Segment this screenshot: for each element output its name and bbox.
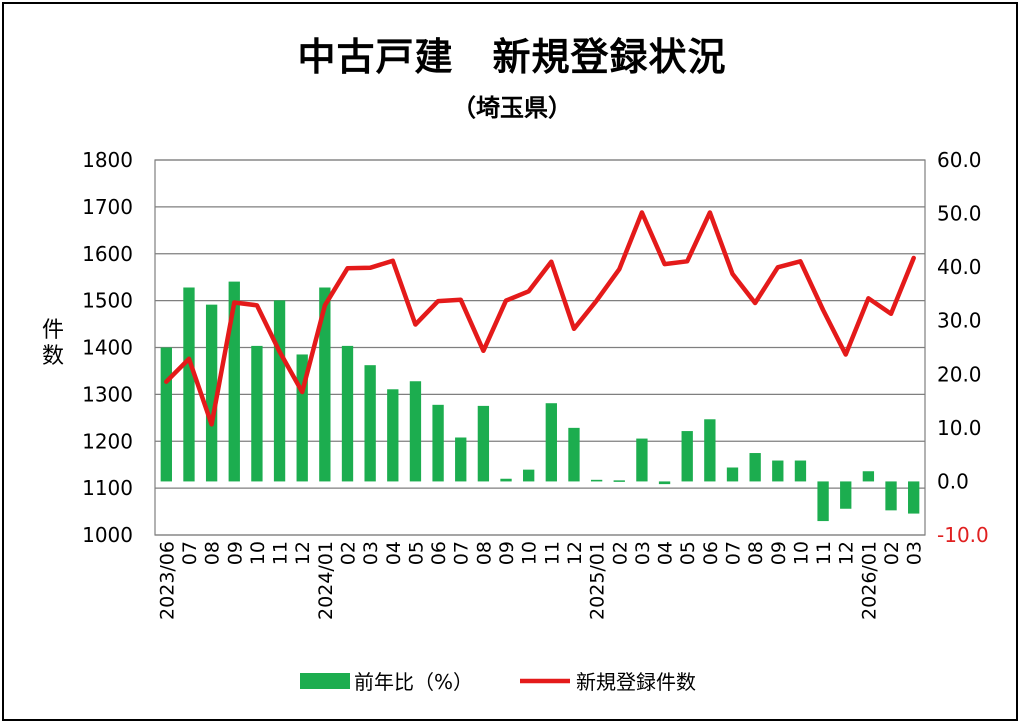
y-right-tick-label: 30.0	[937, 309, 982, 333]
x-tick-label: 2026/01	[858, 541, 880, 620]
y-left-tick-label: 1800	[82, 148, 133, 172]
y-left-tick-label: 1500	[82, 289, 133, 313]
bar-yoy	[455, 437, 467, 482]
x-tick-label: 11	[813, 541, 835, 565]
x-tick-label: 10	[790, 541, 812, 565]
x-tick-label: 2023/06	[156, 541, 178, 620]
bar-yoy	[862, 471, 875, 482]
x-tick-label: 2024/01	[315, 541, 337, 620]
x-tick-label: 03	[904, 541, 926, 565]
bar-yoy	[205, 304, 218, 482]
x-tick-label: 08	[745, 541, 767, 565]
x-tick-label: 09	[496, 541, 518, 565]
bar-yoy	[590, 479, 603, 482]
x-tick-label: 10	[519, 541, 541, 565]
x-tick-label: 11	[541, 541, 563, 565]
plot-area	[154, 159, 926, 536]
x-tick-label: 07	[451, 541, 473, 565]
y-left-tick-label: 1100	[82, 476, 133, 500]
bar-yoy	[296, 354, 308, 482]
y-left-tick-label: 1600	[82, 242, 133, 266]
bar-yoy	[658, 481, 671, 485]
x-tick-label: 07	[723, 541, 745, 565]
x-tick-label: 03	[632, 541, 654, 565]
x-tick-label: 09	[768, 541, 790, 565]
x-tick-label: 05	[677, 541, 699, 565]
bar-yoy	[749, 453, 761, 482]
bar-yoy	[772, 460, 784, 482]
x-tick-label: 12	[836, 541, 858, 565]
bar-yoy	[613, 480, 625, 482]
bar-yoy	[273, 300, 286, 482]
x-tick-label: 08	[202, 541, 224, 565]
y-right-tick-label: 20.0	[937, 362, 982, 386]
y-right-tick-label: 0.0	[937, 469, 969, 493]
bar-yoy	[817, 481, 829, 522]
chart-subtitle: （埼玉県）	[452, 94, 572, 122]
x-tick-label: 05	[405, 541, 427, 565]
bar-yoy	[160, 347, 172, 482]
x-tick-label: 08	[473, 541, 495, 565]
x-tick-label: 2025/01	[587, 541, 609, 620]
x-tick-label: 04	[655, 541, 677, 565]
line-new-listings	[164, 210, 916, 427]
bar-yoy	[251, 345, 263, 482]
bar-yoy	[545, 403, 557, 482]
bar-yoy	[636, 438, 648, 482]
bar-yoy	[364, 365, 376, 482]
bar-yoy	[183, 287, 195, 482]
x-tick-label: 12	[564, 541, 586, 565]
x-tick-label: 02	[338, 541, 360, 565]
chart-title: 中古戸建 新規登録状況	[297, 35, 727, 79]
x-tick-label: 12	[292, 541, 314, 565]
x-tick-label: 04	[383, 541, 405, 565]
bar-yoy	[409, 381, 422, 482]
x-tick-label: 02	[881, 541, 903, 565]
bar-yoy	[681, 431, 693, 482]
y-left-tick-label: 1300	[82, 382, 133, 406]
y-left-tick-label: 1000	[82, 523, 133, 547]
bar-yoy	[885, 481, 897, 511]
y-axis-title-char: 数	[41, 344, 64, 369]
y-right-tick-label: -10.0	[937, 523, 989, 547]
y-right-tick-label: 50.0	[937, 202, 982, 226]
bar-yoy	[500, 478, 512, 482]
bar-yoy	[908, 481, 920, 514]
bar-yoy	[228, 281, 240, 482]
bar-yoy	[726, 467, 739, 482]
bar-yoy	[341, 345, 354, 482]
y-axis-title-char: 件	[41, 318, 64, 343]
bar-yoy	[319, 287, 331, 482]
x-tick-label: 06	[700, 541, 722, 565]
x-tick-label: 11	[270, 541, 292, 565]
legend-label-bar: 前年比（%）	[354, 670, 473, 694]
legend-swatch-bar	[300, 673, 350, 689]
y-axis-title: 件数	[40, 318, 66, 370]
y-left-tick-label: 1700	[82, 195, 133, 219]
bar-yoy	[523, 469, 535, 482]
bar-yoy	[794, 460, 807, 482]
y-left-tick-label: 1400	[82, 336, 133, 360]
y-left-tick-label: 1200	[82, 429, 133, 453]
bar-yoy	[840, 481, 852, 509]
y-right-tick-label: 40.0	[937, 255, 982, 279]
bar-yoy	[704, 419, 716, 482]
x-tick-label: 10	[247, 541, 269, 565]
bar-yoy	[477, 405, 490, 482]
bar-yoy	[432, 404, 444, 482]
x-tick-label: 07	[179, 541, 201, 565]
bar-yoy	[387, 389, 399, 482]
x-tick-label: 03	[360, 541, 382, 565]
legend-label-line: 新規登録件数	[576, 670, 696, 694]
y-right-tick-label: 10.0	[937, 416, 982, 440]
bar-yoy	[568, 427, 580, 482]
y-right-tick-label: 60.0	[937, 148, 982, 172]
x-tick-label: 06	[428, 541, 450, 565]
x-tick-label: 02	[609, 541, 631, 565]
x-tick-label: 09	[224, 541, 246, 565]
